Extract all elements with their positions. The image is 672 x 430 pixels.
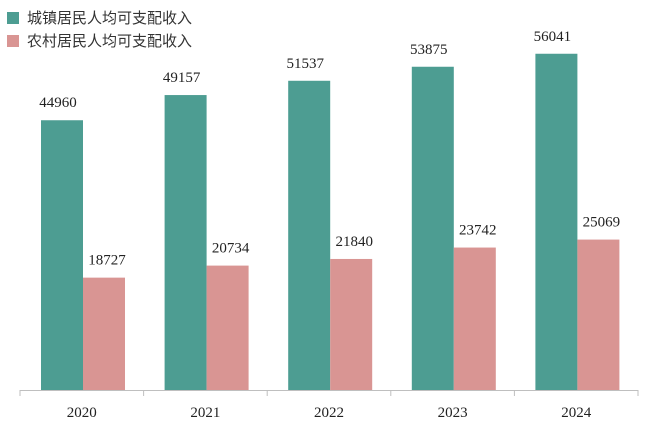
bar-2024-series-1 (535, 53, 578, 391)
legend-label-1: 城镇居民人均可支配收入 (27, 9, 192, 27)
data-label-2023-series-2: 23742 (459, 223, 497, 239)
bar-2021-series-1 (164, 95, 207, 391)
data-labels: 44960 18727 49157 20734 51537 21840 53875 23742… (39, 29, 620, 269)
bar-2022-series-2 (330, 258, 373, 390)
data-label-2022-series-1: 51537 (286, 56, 324, 72)
legend-swatch-1 (7, 12, 19, 24)
bar-2023-series-2 (453, 247, 496, 390)
data-label-2022-series-2: 21840 (335, 234, 373, 250)
bar-2020-series-1 (41, 120, 83, 391)
data-label-2024-series-1: 56041 (534, 29, 572, 45)
x-tick-label-2023: 2023 (438, 405, 468, 421)
data-label-2024-series-2: 25069 (583, 215, 621, 231)
x-axis: 2020 2021 2022 2023 2024 (19, 390, 639, 421)
bar-2023-series-1 (411, 66, 454, 390)
x-tick-label-2022: 2022 (314, 405, 344, 421)
bar-2024-series-2 (577, 239, 620, 390)
legend-label-2: 农村居民人均可支配收入 (27, 32, 192, 50)
data-label-2020-series-2: 18727 (88, 253, 126, 269)
x-tick-label-2024: 2024 (561, 405, 592, 421)
bar-2020-series-2 (83, 277, 125, 390)
bar-2021-series-2 (206, 265, 249, 390)
data-label-2020-series-1: 44960 (39, 95, 77, 111)
legend-swatch-2 (7, 35, 19, 47)
x-tick-label-2020: 2020 (67, 405, 97, 421)
bar-2022-series-1 (288, 80, 331, 390)
x-tick-label-2021: 2021 (190, 405, 220, 421)
data-label-2021-series-1: 49157 (163, 70, 201, 86)
data-label-2023-series-1: 53875 (410, 42, 448, 58)
bars (41, 53, 620, 391)
data-label-2021-series-2: 20734 (212, 241, 250, 257)
